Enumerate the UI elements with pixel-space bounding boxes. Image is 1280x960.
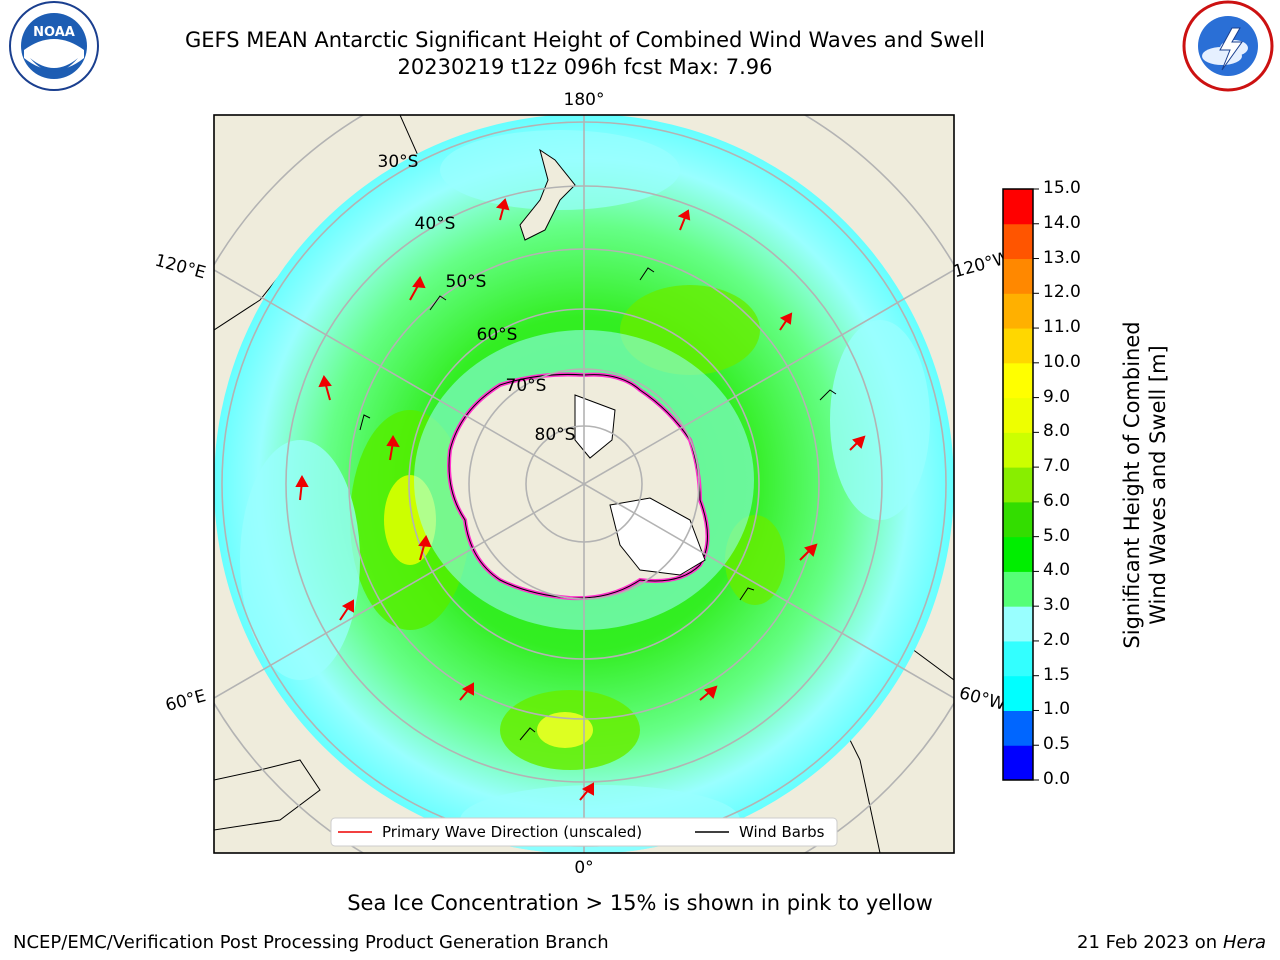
colorbar-segment bbox=[1003, 223, 1033, 260]
colorbar-segment bbox=[1003, 745, 1033, 781]
colorbar-tick-label: 0.0 bbox=[1043, 769, 1071, 789]
colorbar-tick-label: 10.0 bbox=[1043, 351, 1081, 372]
lon-label-60w: 60°W bbox=[957, 683, 1008, 715]
footer-host: Hera bbox=[1222, 932, 1266, 953]
colorbar-tick-label: 12.0 bbox=[1043, 282, 1081, 303]
colorbar-segment bbox=[1003, 189, 1033, 225]
colorbar-tick-label: 14.0 bbox=[1043, 212, 1081, 233]
footer-date: 21 Feb 2023 on Hera bbox=[1077, 932, 1266, 953]
colorbar-tick-label: 15.0 bbox=[1043, 178, 1081, 198]
colorbar-tick-label: 8.0 bbox=[1043, 421, 1071, 442]
colorbar-segment bbox=[1003, 258, 1033, 294]
colorbar-segment bbox=[1003, 397, 1033, 433]
colorbar bbox=[1002, 188, 1039, 781]
lat-label-80s: 80°S bbox=[535, 425, 576, 445]
noaa-logo-icon: NOAA bbox=[9, 1, 99, 91]
colorbar-segment bbox=[1003, 606, 1033, 642]
colorbar-tick-label: 6.0 bbox=[1043, 490, 1071, 511]
lon-label-60e: 60°E bbox=[163, 686, 208, 716]
colorbar-segment bbox=[1003, 328, 1033, 364]
colorbar-segment bbox=[1003, 675, 1033, 711]
wave-direction-arrows bbox=[295, 198, 866, 801]
colorbar-tick-label: 3.0 bbox=[1043, 595, 1071, 616]
colorbar-tick-label: 9.0 bbox=[1043, 386, 1071, 407]
sea-ice-note: Sea Ice Concentration > 15% is shown in … bbox=[347, 891, 933, 915]
colorbar-tick-label: 13.0 bbox=[1043, 247, 1081, 268]
colorbar-segment bbox=[1003, 710, 1033, 746]
legend-primary-wave: Primary Wave Direction (unscaled) bbox=[382, 823, 642, 841]
colorbar-tick-label: 5.0 bbox=[1043, 525, 1071, 546]
nws-logo-icon bbox=[1182, 0, 1274, 92]
colorbar-tick-label: 0.5 bbox=[1043, 734, 1071, 755]
colorbar-segment bbox=[1003, 432, 1033, 468]
colorbar-tick-label: 1.5 bbox=[1043, 664, 1071, 685]
colorbar-segment bbox=[1003, 571, 1033, 607]
lat-label-40s: 40°S bbox=[415, 214, 456, 234]
colorbar-frame bbox=[1002, 188, 1034, 781]
colorbar-title-line1: Significant Height of Combined bbox=[1120, 321, 1144, 649]
latitude-labels: 30°S 40°S 50°S 60°S 70°S 80°S bbox=[378, 152, 576, 445]
colorbar-tick-label: 1.0 bbox=[1043, 699, 1071, 720]
lat-label-60s: 60°S bbox=[477, 325, 518, 345]
colorbar-title: Significant Height of Combined Wind Wave… bbox=[1119, 321, 1171, 648]
colorbar-segment bbox=[1003, 467, 1033, 503]
colorbar-tick-label: 7.0 bbox=[1043, 456, 1071, 477]
lat-label-30s: 30°S bbox=[378, 152, 419, 172]
lon-label-120e: 120°E bbox=[153, 251, 208, 284]
colorbar-tick-label: 4.0 bbox=[1043, 560, 1071, 581]
lon-label-180: 180° bbox=[564, 90, 605, 110]
colorbar-segment bbox=[1003, 293, 1033, 329]
noaa-logo-text: NOAA bbox=[33, 25, 75, 40]
chart-title: GEFS MEAN Antarctic Significant Height o… bbox=[184, 28, 986, 52]
colorbar-segment bbox=[1003, 536, 1033, 572]
lat-label-50s: 50°S bbox=[446, 272, 487, 292]
colorbar-tick-label: 11.0 bbox=[1043, 317, 1081, 338]
colorbar-title-line2: Wind Waves and Swell [m] bbox=[1146, 345, 1170, 625]
colorbar-tick-label: 2.0 bbox=[1043, 629, 1071, 650]
colorbar-segment bbox=[1003, 501, 1033, 538]
footer-branch: NCEP/EMC/Verification Post Processing Pr… bbox=[13, 932, 609, 953]
chart-subtitle: 20230219 t12z 096h fcst Max: 7.96 bbox=[397, 55, 773, 79]
lon-label-0: 0° bbox=[574, 858, 593, 878]
map-legend: Primary Wave Direction (unscaled) Wind B… bbox=[330, 817, 838, 847]
footer-date-text: 21 Feb 2023 on bbox=[1077, 932, 1218, 953]
colorbar-segment bbox=[1003, 640, 1033, 677]
lat-label-70s: 70°S bbox=[506, 376, 547, 396]
legend-wind-barbs: Wind Barbs bbox=[739, 823, 825, 841]
colorbar-segment bbox=[1003, 362, 1033, 399]
